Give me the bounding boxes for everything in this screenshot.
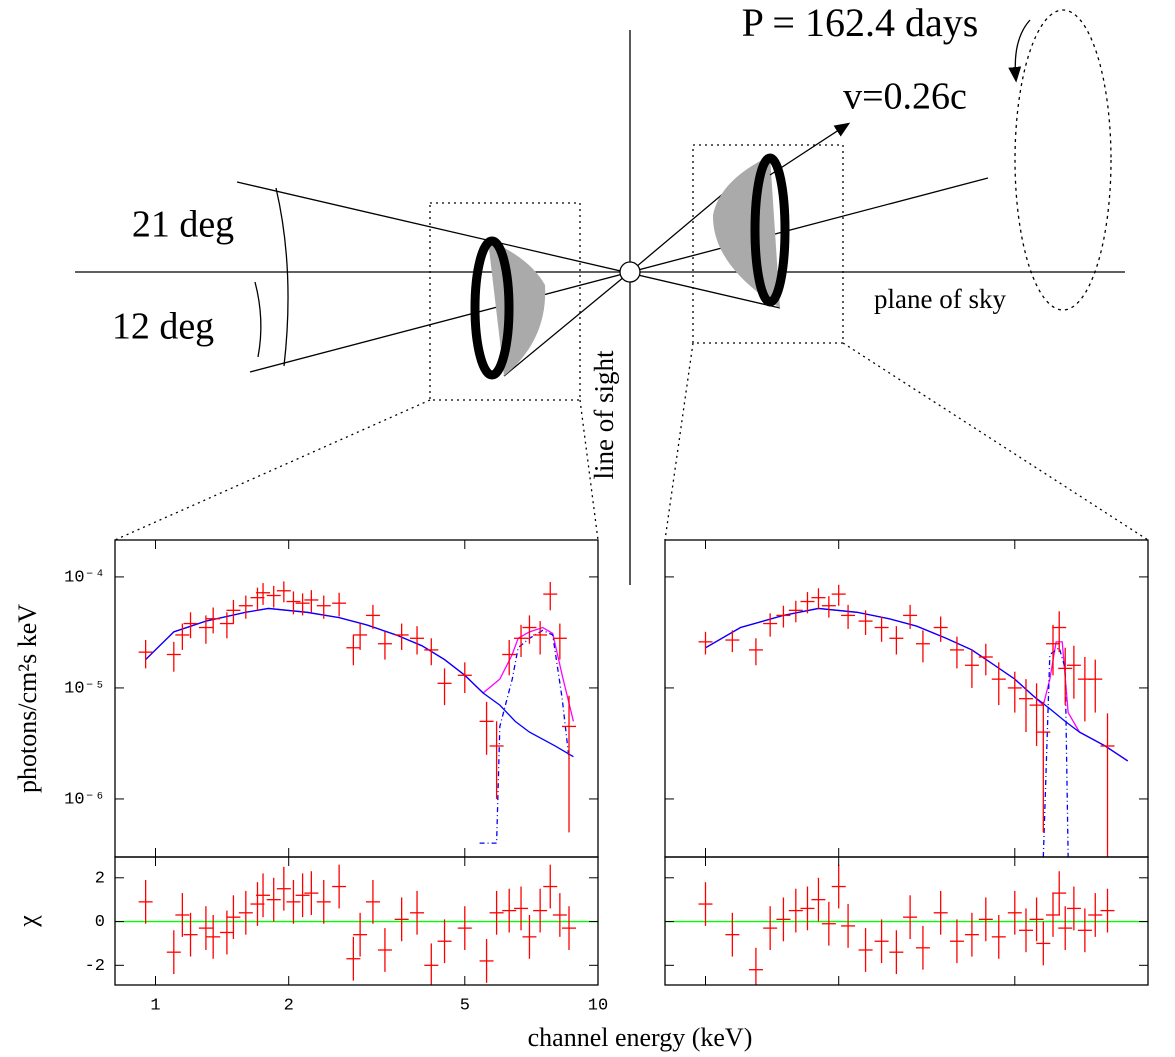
y-axis-label: photons/cm²s keV bbox=[13, 604, 42, 793]
angle-arc bbox=[275, 187, 289, 367]
x-axis-label: channel energy (keV) bbox=[528, 1023, 753, 1052]
plot-frame bbox=[664, 856, 1149, 986]
angle-label: 21 deg bbox=[132, 204, 234, 246]
jet-axis bbox=[249, 177, 989, 373]
orbit-arrow bbox=[1008, 19, 1031, 83]
sight-label: line of sight bbox=[589, 350, 619, 479]
zoom-line bbox=[842, 342, 1149, 541]
x-tick-label: 5 bbox=[460, 996, 470, 1015]
angle-arc bbox=[254, 281, 262, 358]
y-tick-label: -2 bbox=[85, 957, 105, 976]
model-line bbox=[705, 607, 1129, 762]
model-line bbox=[479, 629, 570, 844]
cone-line bbox=[236, 181, 781, 309]
angle-label: 12 deg bbox=[112, 306, 214, 348]
y-tick-label: 2 bbox=[95, 869, 105, 888]
velocity-arrow bbox=[769, 122, 851, 176]
y-tick-label: 0 bbox=[95, 913, 105, 932]
zoom-line bbox=[664, 342, 694, 541]
plot-frame bbox=[664, 539, 1149, 858]
plot-frame bbox=[114, 856, 599, 986]
orbit bbox=[1014, 9, 1112, 311]
cone-band bbox=[712, 156, 780, 308]
x-tick-label: 2 bbox=[284, 996, 294, 1015]
cone-band bbox=[488, 240, 546, 376]
y-tick-label: 10⁻⁶ bbox=[64, 790, 105, 809]
cone-ring bbox=[750, 153, 790, 307]
x-tick-label: 1 bbox=[150, 996, 160, 1015]
zoom-line bbox=[114, 399, 431, 541]
zoom-box bbox=[429, 202, 581, 401]
y-axis-label: χ bbox=[13, 915, 42, 928]
source bbox=[619, 261, 641, 283]
plots: 10⁻⁴ 10⁻⁵ 10⁻⁶ photons/cm²s keV 1 2 5 10 -2 0 2 χ ch… bbox=[13, 539, 1149, 1052]
plot-frame bbox=[114, 539, 599, 858]
velocity-label: v=0.26c bbox=[843, 76, 967, 118]
plot-area bbox=[138, 581, 577, 844]
cone-ring bbox=[470, 236, 514, 380]
y-tick-label: 10⁻⁴ bbox=[64, 568, 105, 587]
model-line bbox=[705, 607, 1129, 762]
plane-label: plane of sky bbox=[874, 284, 1006, 314]
plot-area bbox=[115, 864, 598, 985]
plot-area bbox=[665, 864, 1148, 985]
x-tick-label: 10 bbox=[588, 996, 608, 1015]
plot-area bbox=[698, 584, 1129, 857]
diagram bbox=[75, 9, 1149, 585]
y-tick-label: 10⁻⁵ bbox=[64, 679, 105, 698]
cone-line bbox=[503, 271, 631, 377]
model-line bbox=[1042, 646, 1069, 857]
model-line bbox=[145, 607, 574, 758]
period-label: P = 162.4 days bbox=[742, 0, 979, 45]
